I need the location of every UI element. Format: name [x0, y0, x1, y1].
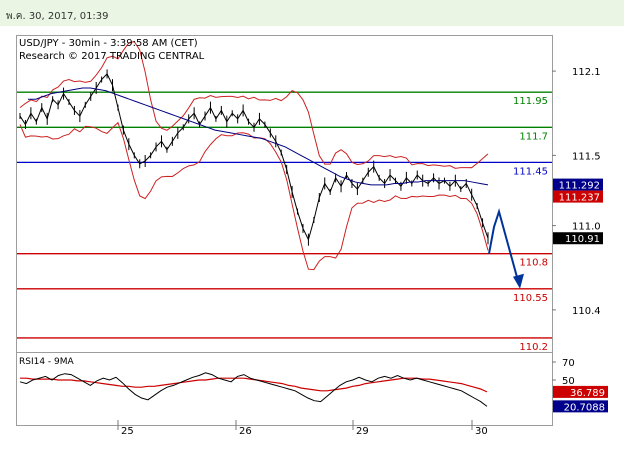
chart-title: USD/JPY - 30min - 3:39:58 AM (CET)	[19, 38, 198, 49]
price-tick-label-1: 111.5	[572, 151, 601, 162]
levels-layer: 111.95 111.7 111.45 110.8 110.55 110.2	[17, 91, 552, 353]
upper-band	[19, 41, 489, 169]
time-tick-label-0: 25	[121, 426, 134, 437]
rsi-tick-label-0: 70	[562, 358, 575, 369]
chart-subtitle: Research © 2017 TRADING CENTRAL	[19, 51, 205, 62]
time-tick-label-2: 29	[356, 426, 369, 437]
price-tick-label-2: 111.0	[572, 222, 601, 233]
price-tick-label-0: 112.1	[572, 67, 601, 78]
level-label-4: 110.55	[513, 293, 548, 304]
price-tag-label-1: 111.237	[559, 193, 600, 204]
level-label-2: 111.45	[513, 166, 548, 177]
price-tag-0	[553, 178, 603, 191]
price-axis: 112.1 111.5 111.0 110.4	[552, 67, 601, 317]
rsi-tag-label-1: 20.7088	[564, 402, 605, 413]
plot-frame	[16, 35, 553, 426]
time-tick-label-3: 30	[475, 426, 488, 437]
level-label-1: 111.7	[519, 131, 548, 142]
price-tag-label-0: 111.292	[559, 181, 600, 192]
rsi-series	[19, 372, 488, 407]
level-label-5: 110.2	[519, 342, 548, 353]
price-tag-1	[553, 190, 603, 203]
datetime-label: พ.ค. 30, 2017, 01:39	[6, 11, 109, 22]
level-label-0: 111.95	[513, 96, 548, 107]
level-label-3: 110.8	[519, 258, 548, 269]
price-line	[19, 73, 489, 242]
forecast-arrowhead	[513, 273, 524, 289]
ma-line	[28, 87, 489, 186]
top-bar: พ.ค. 30, 2017, 01:39	[0, 0, 624, 26]
rsi-tag-1	[553, 400, 608, 413]
price-series	[19, 69, 489, 246]
time-tick-label-1: 26	[239, 426, 252, 437]
rsi-tag-0	[553, 385, 608, 398]
price-tick-label-3: 110.4	[572, 306, 601, 317]
lower-band	[19, 121, 489, 271]
bollinger-bands	[19, 41, 489, 271]
price-tag-label-2: 110.91	[565, 234, 600, 245]
time-axis: 25 26 29 30	[117, 420, 488, 437]
price-tag-2	[553, 232, 603, 245]
rsi-title: RSI14 - 9MA	[19, 357, 75, 367]
rsi-tick-label-1: 50	[562, 376, 575, 387]
rsi-tag-label-0: 36.789	[570, 388, 605, 399]
forecast-arrow	[488, 208, 524, 289]
moving-average	[28, 87, 489, 186]
forecast-path	[488, 208, 519, 282]
rsi-line	[19, 372, 488, 407]
